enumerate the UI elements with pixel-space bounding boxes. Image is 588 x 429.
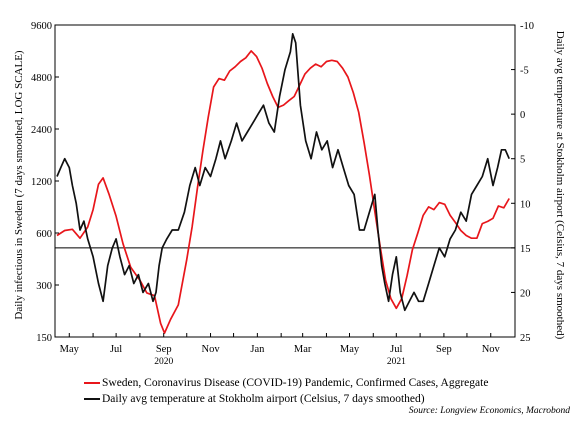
legend-label-temperature: Daily avg temperature at Stokholm airpor… [102,393,425,405]
y-right-tick-label: 0 [520,110,525,121]
y-left-tick-label: 2400 [31,125,52,136]
y-left-tick-label: 300 [36,281,52,292]
series-line-temperature [56,33,510,312]
legend-swatch-cases [84,382,100,384]
y-left-tick-label: 600 [36,229,52,240]
y-right-tick-label: 15 [520,244,531,255]
y-right-axis-label: Daily avg temperature at Stokholm airpor… [554,31,566,340]
x-tick-label: Jul [110,344,122,355]
x-tick-label: Sep [436,344,452,355]
y-right-tick-label: -10 [520,21,534,32]
y-right-tick-label: 20 [520,288,531,299]
x-tick-label: May [60,344,80,355]
x-tick-label: Mar [294,344,312,355]
x-tick-label: Jan [250,344,265,355]
x-tick-label: May [340,344,360,355]
y-left-tick-label: 1200 [31,177,52,188]
x-year-label: 2020 [154,357,173,367]
x-tick-label: Nov [482,344,501,355]
x-tick-label: Nov [201,344,220,355]
y-right-tick-label: 5 [520,155,525,166]
y-left-tick-label: 4800 [31,73,52,84]
y-right-tick-label: 25 [520,333,531,344]
series-line-cases [56,50,510,334]
legend: Sweden, Coronavirus Disease (COVID-19) P… [84,375,488,407]
legend-item-temperature: Daily avg temperature at Stokholm airpor… [84,391,488,407]
y-left-tick-label: 9600 [31,21,52,32]
x-year-label: 2021 [387,357,406,367]
legend-label-cases: Sweden, Coronavirus Disease (COVID-19) P… [102,377,489,389]
y-right-tick-label: -5 [520,66,529,77]
legend-item-cases: Sweden, Coronavirus Disease (COVID-19) P… [84,375,488,391]
y-left-tick-label: 150 [36,333,52,344]
x-tick-label: Sep [156,344,172,355]
x-tick-label: Jul [390,344,402,355]
y-right-tick-label: 10 [520,199,531,210]
y-left-axis-label: Daily infectious in Sweden (7 days smoot… [13,50,25,319]
legend-swatch-temperature [84,398,100,400]
source-note: Source: Longview Economics, Macrobond [408,406,570,416]
